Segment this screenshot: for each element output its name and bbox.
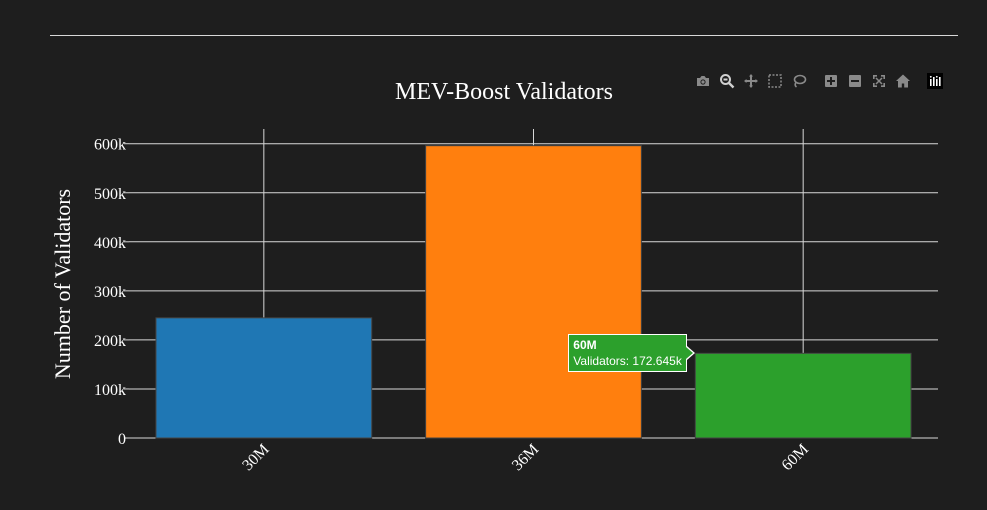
y-tick-label: 500k [94,186,126,203]
x-tick-label: 60M [779,441,812,474]
box-select-icon[interactable] [766,72,784,90]
reset-axes-icon[interactable] [894,72,912,90]
zoom-icon[interactable] [718,72,736,90]
zoom-out-icon[interactable] [846,72,864,90]
bar-layer [155,145,912,439]
bar-60M[interactable] [694,352,912,439]
tooltip-text: Validators: 172.645k [573,354,682,369]
tooltip-title: 60M [573,338,597,353]
bar-36M[interactable] [425,145,642,439]
x-tick-labels: 30M 36M 60M [239,441,812,474]
pan-icon[interactable] [742,72,760,90]
y-tick-label: 100k [94,382,126,399]
modebar [694,72,950,90]
y-tick-label: 400k [94,235,126,252]
lasso-select-icon[interactable] [790,72,808,90]
zoom-in-icon[interactable] [822,72,840,90]
y-axis-title: Number of Validators [50,189,75,379]
y-tick-label: 600k [94,137,126,154]
x-tick-label: 36M [509,441,542,474]
y-tick-label: 0 [118,431,126,448]
y-tick-label: 200k [94,333,126,350]
hover-tooltip: 60M Validators: 172.645k [568,334,687,373]
y-tick-label: 300k [94,284,126,301]
autoscale-icon[interactable] [870,72,888,90]
top-divider [50,35,958,36]
chart-title: MEV-Boost Validators [395,79,613,105]
bar-30M[interactable] [155,317,373,439]
y-tick-labels: 0 100k 200k 300k 400k 500k 600k [94,137,126,448]
x-tick-label: 30M [239,441,272,474]
camera-icon[interactable] [694,72,712,90]
plotly-logo-icon[interactable] [926,72,944,90]
tooltip-pointer-fill [686,347,694,360]
